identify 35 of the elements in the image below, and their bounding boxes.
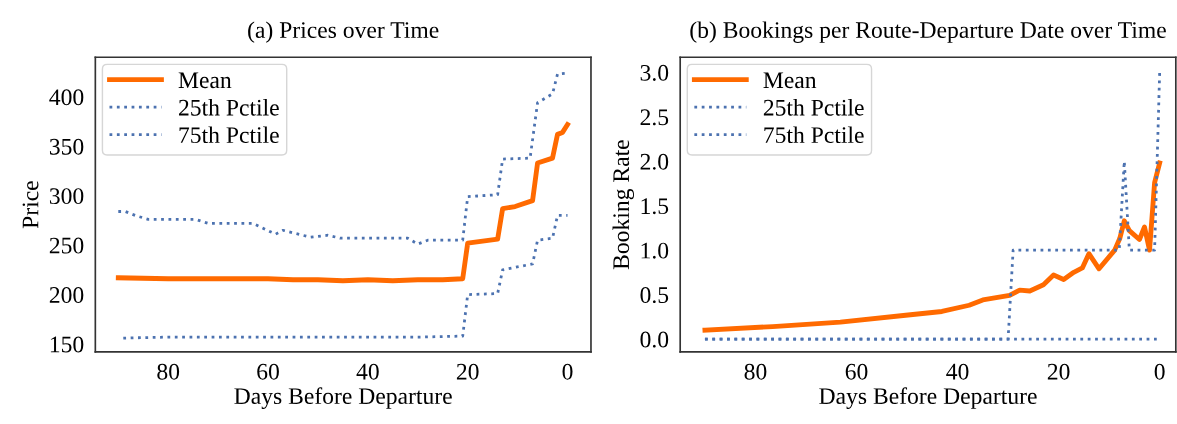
y-tick-label: 2.5 — [640, 109, 669, 126]
x-tick-label: 80 — [744, 363, 767, 380]
y-tick-label: 250 — [49, 237, 84, 254]
x-tick-label: 20 — [456, 363, 479, 380]
legend-label: 25th Pctile — [763, 99, 864, 116]
x-axis-title: Days Before Departure — [234, 387, 452, 409]
y-axis-title: Booking Rate — [612, 140, 635, 270]
y-tick-label: 350 — [49, 138, 84, 155]
x-tick-label: 40 — [356, 363, 379, 380]
x-tick-label: 60 — [845, 363, 868, 380]
x-tick-label: 40 — [946, 363, 969, 380]
x-axis-title: Days Before Departure — [819, 387, 1037, 409]
x-tick-label: 80 — [157, 363, 180, 380]
y-tick-label: 200 — [49, 287, 84, 303]
legend-label: 75th Pctile — [764, 126, 864, 144]
y-tick-label: 150 — [50, 336, 84, 353]
x-tick-label: 60 — [257, 363, 279, 380]
legend-label: Mean — [763, 72, 817, 89]
y-tick-label: 1.0 — [641, 242, 669, 259]
y-tick-label: 0.5 — [640, 287, 669, 304]
x-tick-label: 0 — [1154, 363, 1165, 380]
legend-label: Mean — [178, 72, 232, 89]
y-tick-label: 0.0 — [640, 331, 669, 348]
y-tick-label: 3.0 — [640, 64, 669, 81]
chart-title: (b) Bookings per Route-Departure Date over Time — [690, 21, 1166, 43]
legend-label: 25th Pctile — [179, 99, 279, 116]
x-tick-label: 0 — [562, 363, 573, 380]
y-tick-label: 400 — [49, 89, 84, 106]
y-tick-label: 300 — [49, 188, 84, 205]
x-tick-label: 20 — [1047, 363, 1070, 380]
chart-title: (a) Prices over Time — [248, 21, 439, 43]
y-tick-label: 1.5 — [641, 198, 669, 215]
y-tick-label: 2.0 — [640, 153, 669, 170]
y-axis-title: Price — [22, 181, 39, 229]
legend-label: 75th Pctile — [179, 126, 279, 144]
